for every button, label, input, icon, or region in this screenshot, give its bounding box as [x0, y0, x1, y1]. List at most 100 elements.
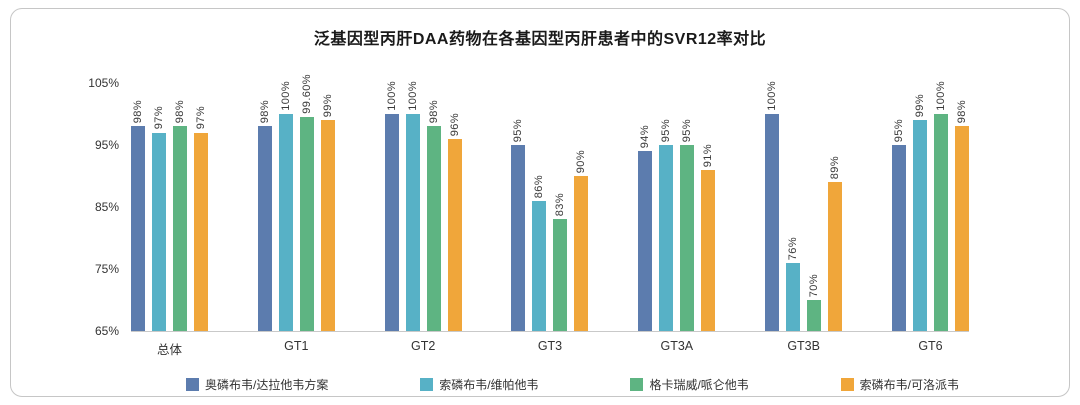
bar-value-label: 98% [132, 100, 144, 124]
bar-value-label: 76% [787, 236, 800, 260]
bar [553, 219, 568, 331]
bar [173, 126, 187, 331]
bar-slot: 100% [405, 81, 420, 331]
bar-slot: 70% [807, 273, 822, 331]
bar-value-label: 90% [575, 149, 588, 173]
y-tick-label: 105% [88, 76, 119, 90]
bar-value-label: 86% [533, 174, 546, 198]
bar [152, 132, 166, 331]
bar-value-label: 96% [448, 112, 461, 136]
bar-slot: 98% [257, 100, 272, 331]
bar-value-label: 95% [660, 118, 673, 142]
bar [278, 114, 293, 331]
chart-title: 泛基因型丙肝DAA药物在各基因型丙肝患者中的SVR12率对比 [313, 31, 767, 48]
legend-swatch [186, 378, 199, 391]
plot-area: 98% 97% 98% 97% 98% 100% 99.60% 99% 100% 100% 98% 9… [131, 74, 969, 332]
legend-label: 格卡瑞威/哌仑他韦 [649, 378, 749, 392]
bar-value-label: 97% [153, 106, 165, 130]
bar-slot: 98% [426, 100, 441, 331]
bar [659, 145, 674, 331]
bar-slot: 97% [194, 106, 208, 331]
bar-slot: 90% [574, 149, 589, 331]
bar [912, 120, 927, 331]
bar [574, 176, 589, 331]
legend-item: 格卡瑞威/哌仑他韦 [630, 376, 749, 393]
bar [954, 126, 969, 331]
bar [405, 114, 420, 331]
bar-group: 98% 97% 98% 97% [131, 100, 208, 331]
bar-slot: 100% [933, 81, 948, 331]
legend-item: 索磷布韦/维帕他韦 [420, 376, 539, 393]
bar-group: 100% 76% 70% 89% [765, 81, 843, 331]
y-tick-label: 85% [94, 200, 119, 214]
bar-slot: 89% [828, 155, 843, 331]
bar-value-label: 99% [321, 93, 334, 118]
chart-body: 105% 95% 85% 75% 65% 98% 97% 98% 97% 98% 100% 99.6… [11, 74, 1069, 358]
bar-value-label: 95% [892, 118, 905, 142]
x-axis: 总体 GT1 GT2 GT3 GT3A GT3B GT6 [131, 339, 969, 358]
x-axis-label: GT6 [918, 339, 943, 353]
bar-value-label: 83% [554, 193, 567, 217]
legend-swatch [840, 378, 854, 391]
bar-value-label: 98% [955, 100, 968, 124]
y-tick-label: 65% [94, 324, 119, 338]
x-axis-label: GT2 [411, 339, 436, 353]
bar [511, 145, 526, 331]
legend-label: 索磷布韦/可洛派韦 [859, 378, 959, 392]
legend-swatch [420, 378, 434, 391]
bar [532, 200, 547, 331]
bar [933, 114, 948, 331]
bar-slot: 100% [765, 81, 780, 331]
bar-slot: 91% [701, 144, 716, 331]
bar [786, 262, 801, 331]
bar-slot: 95% [680, 118, 695, 331]
bar [891, 145, 906, 331]
bar-value-label: 100% [406, 81, 419, 111]
bar-slot: 95% [891, 118, 906, 331]
bar [701, 169, 716, 331]
bar-value-label: 89% [829, 155, 842, 180]
bar-slot: 83% [553, 193, 568, 331]
bar-value-label: 100% [279, 81, 292, 111]
bar-value-label: 99% [913, 93, 926, 118]
y-axis: 105% 95% 85% 75% 65% [66, 76, 131, 338]
bar-value-label: 99.60% [300, 73, 313, 114]
legend-label: 索磷布韦/维帕他韦 [439, 378, 539, 392]
bar-slot: 95% [659, 118, 674, 331]
bar [807, 300, 822, 331]
bar-value-label: 70% [808, 273, 821, 297]
bar-group: 95% 86% 83% 90% [511, 119, 589, 331]
bar-value-label: 98% [174, 100, 186, 124]
bar-value-label: 100% [766, 81, 779, 111]
bar-slot: 99% [320, 93, 335, 331]
bar-slot: 98% [173, 100, 187, 331]
bar-slot: 100% [278, 81, 293, 331]
x-axis-label: GT1 [284, 339, 309, 353]
bar [257, 126, 272, 331]
bar-slot: 96% [447, 112, 462, 331]
bar-slot: 98% [954, 100, 969, 331]
legend-item: 奥磷布韦/达拉他韦方案 [186, 376, 328, 393]
legend-swatch [630, 378, 644, 391]
bar-group: 100% 100% 98% 96% [384, 81, 462, 331]
bar-slot: 100% [384, 81, 399, 331]
bar-value-label: 97% [195, 106, 207, 130]
bar-group: 98% 100% 99.60% 99% [257, 73, 335, 331]
legend: 奥磷布韦/达拉他韦方案 索磷布韦/维帕他韦 格卡瑞威/哌仑他韦 索磷布韦/可洛派韦 [11, 376, 1069, 393]
bar [828, 182, 843, 331]
bar [131, 126, 145, 331]
bar-group: 94% 95% 95% 91% [638, 118, 716, 331]
x-axis-label: GT3B [787, 339, 820, 353]
bar-value-label: 98% [258, 100, 271, 124]
y-tick-label: 75% [94, 262, 119, 276]
bar-slot: 94% [638, 125, 653, 331]
bar-group: 95% 99% 100% 98% [891, 81, 969, 331]
bar-slot: 86% [532, 174, 547, 331]
chart-card: 泛基因型丙肝DAA药物在各基因型丙肝患者中的SVR12率对比 105% 95% 85… [10, 8, 1070, 397]
bar-value-label: 98% [427, 100, 440, 124]
bar [426, 126, 441, 331]
bar-slot: 99% [912, 93, 927, 331]
y-tick-label: 95% [94, 138, 119, 152]
bar-value-label: 95% [681, 118, 694, 142]
